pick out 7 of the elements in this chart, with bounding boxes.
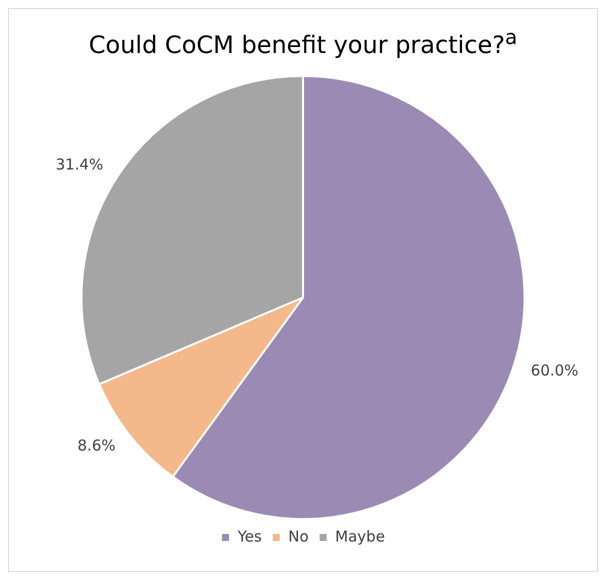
legend-label: Maybe (335, 527, 385, 546)
legend-label: No (288, 527, 309, 546)
chart-title: Could CoCM benefit your practice?$^{a}$ (88, 24, 518, 61)
data-label: 31.4% (56, 155, 104, 174)
legend-label: Yes (236, 527, 262, 546)
data-label: 60.0% (530, 361, 578, 380)
data-label: 8.6% (78, 436, 116, 455)
